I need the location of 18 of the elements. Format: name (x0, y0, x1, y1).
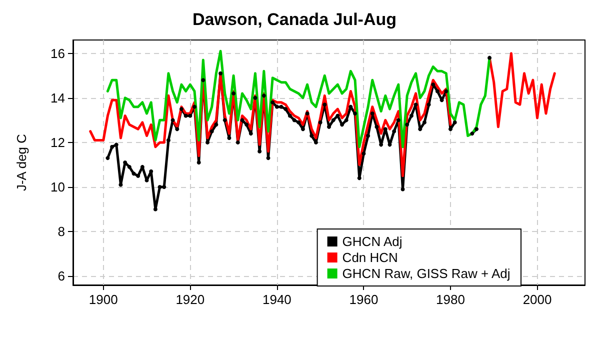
legend-label: GHCN Raw, GISS Raw + Adj (342, 266, 510, 281)
y-tick-label: 8 (58, 224, 65, 240)
x-tick-label: 1900 (88, 292, 118, 307)
y-tick-label: 10 (50, 180, 65, 194)
x-tick-label: 1920 (176, 292, 205, 307)
y-axis-title: J-A deg C (14, 134, 29, 192)
y-tick-label: 16 (50, 46, 65, 61)
chart-title: Dawson, Canada Jul-Aug (192, 10, 397, 29)
legend-label: Cdn HCN (342, 250, 398, 265)
x-tick-label: 1980 (436, 292, 465, 307)
x-tick-label: 2000 (522, 292, 552, 307)
line-series (106, 50, 491, 148)
x-tick-label: 1940 (262, 292, 292, 307)
y-tick-label: 14 (50, 90, 65, 106)
legend-label: GHCN Adj (342, 234, 402, 249)
y-tick-label: 6 (58, 268, 65, 284)
x-tick-label: 1960 (349, 292, 378, 307)
y-tick-label: 12 (50, 134, 65, 150)
